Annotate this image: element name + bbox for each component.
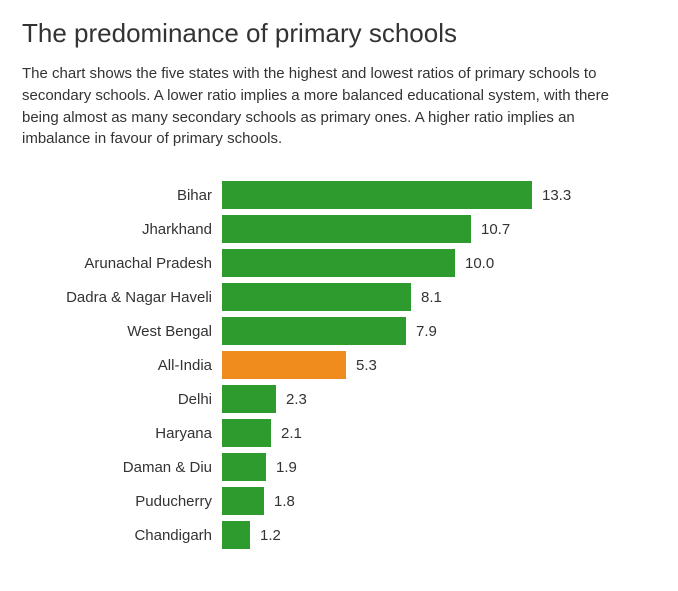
category-label: West Bengal [22, 323, 222, 340]
bar-area: 1.2 [222, 521, 656, 549]
bar [222, 181, 532, 209]
bar-value: 7.9 [406, 323, 437, 340]
bar-value: 1.8 [264, 493, 295, 510]
category-label: Delhi [22, 391, 222, 408]
category-label: Dadra & Nagar Haveli [22, 289, 222, 306]
bar-value: 2.1 [271, 425, 302, 442]
bar-row: Delhi 2.3 [22, 382, 656, 416]
bar-row: Arunachal Pradesh 10.0 [22, 246, 656, 280]
category-label: Daman & Diu [22, 459, 222, 476]
bar-value: 10.7 [471, 221, 510, 238]
bar-area: 13.3 [222, 181, 656, 209]
bar-area: 7.9 [222, 317, 656, 345]
bar-area: 1.9 [222, 453, 656, 481]
bar-row: Puducherry 1.8 [22, 484, 656, 518]
bar-area: 2.1 [222, 419, 656, 447]
bar-area: 2.3 [222, 385, 656, 413]
chart-title: The predominance of primary schools [22, 18, 656, 49]
bar-value: 1.2 [250, 527, 281, 544]
bar [222, 317, 406, 345]
bar-row: West Bengal 7.9 [22, 314, 656, 348]
bar [222, 385, 276, 413]
category-label: Arunachal Pradesh [22, 255, 222, 272]
bar [222, 419, 271, 447]
category-label: Jharkhand [22, 221, 222, 238]
bar-row: Jharkhand 10.7 [22, 212, 656, 246]
bar-value: 5.3 [346, 357, 377, 374]
bar [222, 215, 471, 243]
bar [222, 521, 250, 549]
bar-value: 8.1 [411, 289, 442, 306]
category-label: All-India [22, 357, 222, 374]
bar-value: 1.9 [266, 459, 297, 476]
bar [222, 487, 264, 515]
bar-area: 10.0 [222, 249, 656, 277]
bar-area: 5.3 [222, 351, 656, 379]
bar-area: 10.7 [222, 215, 656, 243]
bar [222, 249, 455, 277]
bar-row: All-India 5.3 [22, 348, 656, 382]
category-label: Bihar [22, 187, 222, 204]
bar-area: 1.8 [222, 487, 656, 515]
bar-value: 10.0 [455, 255, 494, 272]
ratio-bar-chart: Bihar 13.3 Jharkhand 10.7 Arunachal Pradesh 1… [22, 178, 656, 552]
bar-row: Bihar 13.3 [22, 178, 656, 212]
bar-value: 2.3 [276, 391, 307, 408]
bar-row: Dadra & Nagar Haveli 8.1 [22, 280, 656, 314]
bar-row: Chandigarh 1.2 [22, 518, 656, 552]
category-label: Chandigarh [22, 527, 222, 544]
bar [222, 283, 411, 311]
bar-area: 8.1 [222, 283, 656, 311]
chart-description: The chart shows the five states with the… [22, 63, 642, 150]
bar-value: 13.3 [532, 187, 571, 204]
bar [222, 351, 346, 379]
category-label: Haryana [22, 425, 222, 442]
bar-row: Haryana 2.1 [22, 416, 656, 450]
bar-row: Daman & Diu 1.9 [22, 450, 656, 484]
bar [222, 453, 266, 481]
category-label: Puducherry [22, 493, 222, 510]
